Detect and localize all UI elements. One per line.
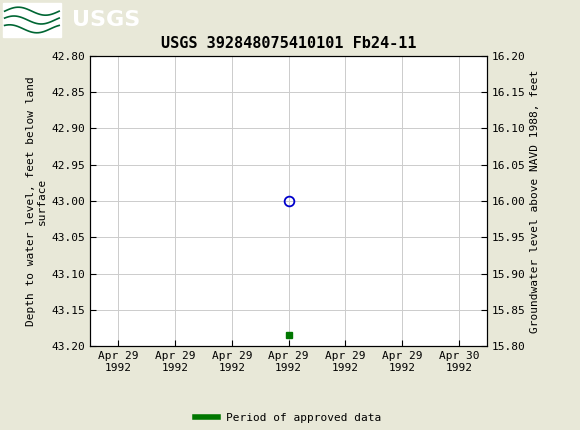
Text: USGS: USGS [72,10,141,30]
Legend: Period of approved data: Period of approved data [191,409,386,428]
Y-axis label: Depth to water level, feet below land
surface: Depth to water level, feet below land su… [26,76,47,326]
FancyBboxPatch shape [3,3,61,37]
Title: USGS 392848075410101 Fb24-11: USGS 392848075410101 Fb24-11 [161,36,416,51]
Y-axis label: Groundwater level above NAVD 1988, feet: Groundwater level above NAVD 1988, feet [530,69,540,333]
